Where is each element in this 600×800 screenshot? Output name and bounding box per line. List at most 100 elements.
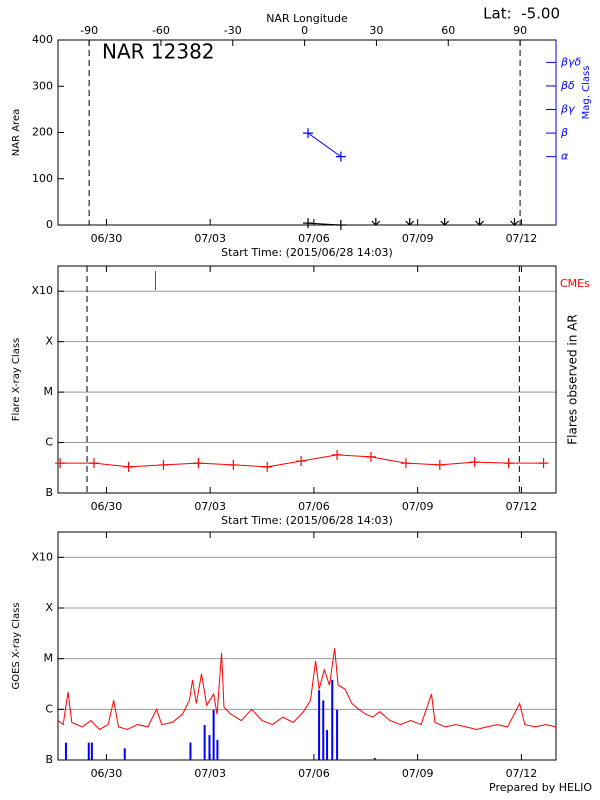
x-tick-label: 06/30 <box>91 232 123 245</box>
bar <box>373 757 376 760</box>
bar <box>331 679 334 760</box>
series-line <box>307 132 342 158</box>
plot-frame <box>57 531 557 761</box>
x2-tick-label: 90 <box>513 24 527 37</box>
y-tick-label: 300 <box>32 79 53 92</box>
y2-tick-label: β <box>560 126 568 139</box>
cme-label: CMEs <box>560 277 590 290</box>
y-tick-label: X10 <box>31 284 53 297</box>
y-tick-label: X <box>45 601 53 614</box>
point-marker <box>475 218 484 226</box>
x-tick-label: 07/09 <box>402 767 434 780</box>
y-tick-label: M <box>44 652 54 665</box>
point-marker <box>510 218 519 226</box>
x-tick-label: 07/09 <box>402 232 434 245</box>
point-marker <box>440 218 450 226</box>
point-marker <box>88 458 99 469</box>
y-tick-label: M <box>44 385 54 398</box>
series-line <box>308 222 341 226</box>
point-marker <box>335 151 346 162</box>
y-tick-label: 0 <box>46 218 53 231</box>
x-tick-label: 06/30 <box>91 500 123 513</box>
point-marker <box>434 459 445 470</box>
x2-tick-label: 60 <box>441 24 455 37</box>
footer: Prepared by HELIO <box>489 781 592 794</box>
panel-title: NAR 12382 <box>102 40 215 64</box>
bar <box>189 742 192 760</box>
point-marker <box>332 449 343 460</box>
y2-axis-label: Flares observed in AR <box>566 314 580 444</box>
y-axis-label: NAR Area <box>11 109 22 156</box>
x2-tick-label: 0 <box>301 24 308 37</box>
point-marker <box>262 461 273 472</box>
x-tick-label: 07/06 <box>298 232 330 245</box>
x-tick-label: 07/12 <box>506 767 538 780</box>
point-marker <box>335 220 346 230</box>
x-tick-label: 06/30 <box>91 767 123 780</box>
bar <box>318 690 321 760</box>
x2-axis-label: NAR Longitude <box>266 12 348 25</box>
y-axis-label: GOES X-ray Class <box>11 602 22 689</box>
point-marker <box>158 459 169 470</box>
bar <box>64 742 67 760</box>
y-tick-label: 400 <box>32 33 53 46</box>
y-tick-label: X <box>45 335 53 348</box>
series-line <box>57 648 557 731</box>
x-tick-label: 07/06 <box>298 767 330 780</box>
y-tick-label: B <box>45 486 53 499</box>
y-tick-label: C <box>45 702 53 715</box>
x-tick-label: 07/12 <box>506 500 538 513</box>
point-marker <box>400 458 411 469</box>
x-tick-label: 07/03 <box>194 500 226 513</box>
bar <box>336 709 339 760</box>
point-marker <box>55 458 66 469</box>
latitude: Lat: -5.00 <box>483 5 560 23</box>
y-tick-label: 200 <box>32 126 53 139</box>
y2-axis-label: Mag. Class <box>581 66 592 120</box>
point-marker <box>538 458 549 469</box>
bar <box>203 725 206 760</box>
plot-frame <box>57 265 557 494</box>
point-marker <box>469 457 480 468</box>
x-tick-label: 07/06 <box>298 500 330 513</box>
point-marker <box>503 458 514 469</box>
x-axis-label: Start Time: (2015/06/28 14:03) <box>221 514 393 527</box>
bar <box>216 739 219 760</box>
x2-tick-label: -90 <box>80 24 98 37</box>
point-marker <box>296 456 307 467</box>
point-marker <box>303 218 314 229</box>
point-marker <box>193 458 204 469</box>
x2-tick-label: 30 <box>369 24 383 37</box>
x-tick-label: 07/03 <box>194 232 226 245</box>
bar <box>90 742 93 760</box>
bar <box>123 748 126 760</box>
y-tick-label: C <box>45 436 53 449</box>
x2-tick-label: -30 <box>224 24 242 37</box>
point-marker <box>303 128 314 139</box>
point-marker <box>405 218 415 226</box>
bar <box>208 735 211 760</box>
x2-tick-label: -60 <box>152 24 170 37</box>
point-marker <box>228 459 239 470</box>
x-tick-label: 07/12 <box>506 232 538 245</box>
point-marker <box>123 461 134 472</box>
bar <box>87 742 90 760</box>
point-marker <box>371 218 381 226</box>
x-tick-label: 07/09 <box>402 500 434 513</box>
point-marker <box>365 451 376 462</box>
y2-tick-label: βγ <box>560 103 575 116</box>
y-tick-label: B <box>45 753 53 766</box>
y2-tick-label: βδ <box>560 79 575 92</box>
bar <box>326 730 329 760</box>
y2-tick-label: α <box>561 150 569 163</box>
x-tick-label: 07/03 <box>194 767 226 780</box>
y-tick-label: 100 <box>32 172 53 185</box>
y-axis-label: Flare X-ray Class <box>11 338 22 422</box>
y2-tick-label: βγδ <box>560 55 582 68</box>
x-axis-label: Start Time: (2015/06/28 14:03) <box>221 246 393 259</box>
y-tick-label: X10 <box>31 550 53 563</box>
bar <box>322 700 325 760</box>
bar <box>212 709 215 760</box>
